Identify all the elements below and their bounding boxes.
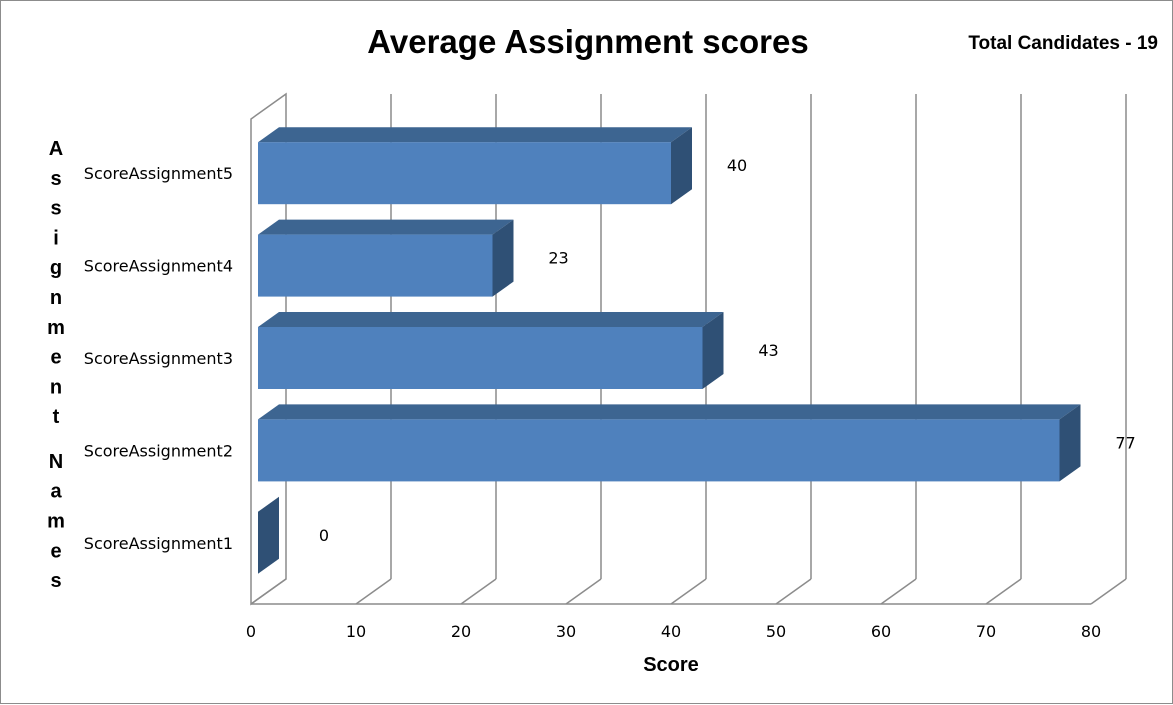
data-label: 77 [1115, 433, 1135, 452]
category-label: ScoreAssignment4 [84, 257, 233, 276]
bar-top [258, 219, 514, 235]
bars-layer [258, 127, 1081, 574]
y-axis-title-letter: t [53, 406, 60, 428]
bar-front [258, 234, 493, 297]
floor-gridline [880, 578, 917, 605]
floor-gridline [565, 578, 602, 605]
bar-side [1059, 404, 1081, 482]
floor-gridline [460, 578, 497, 605]
bar [258, 127, 692, 205]
bar [258, 404, 1081, 482]
bar-side [492, 219, 514, 297]
data-label: 43 [758, 341, 778, 360]
y-axis-title-letter: m [47, 511, 65, 533]
y-axis-title-letter: g [50, 257, 62, 279]
x-tick-label: 10 [346, 622, 366, 641]
bar-top [258, 127, 692, 143]
x-tick-label: 50 [766, 622, 786, 641]
bar-side [258, 496, 279, 574]
floor-gridline [985, 578, 1022, 605]
x-axis-title: Score [643, 654, 699, 676]
y-axis-title-letter: e [50, 540, 61, 562]
category-label: ScoreAssignment3 [84, 349, 233, 368]
y-axis-title-letter: e [50, 347, 61, 369]
x-tick-label: 60 [871, 622, 891, 641]
data-label: 23 [548, 249, 568, 268]
category-label: ScoreAssignment2 [84, 441, 233, 460]
bar-front [258, 327, 703, 389]
bar-top [258, 312, 724, 327]
floor-gridline [355, 578, 392, 605]
y-axis-title-letter: s [50, 168, 61, 190]
floor-gridline [1090, 578, 1127, 605]
bar-front [258, 419, 1060, 482]
bar [258, 312, 724, 389]
y-axis-title-letter: i [53, 227, 59, 249]
x-tick-label: 20 [451, 622, 471, 641]
y-axis-title-letter: s [50, 570, 61, 592]
data-label: 0 [319, 526, 329, 545]
floor-gridline [250, 578, 287, 605]
floor-gridline [775, 578, 812, 605]
bar [258, 219, 514, 297]
x-tick-label: 0 [246, 622, 256, 641]
y-axis-title-letter: n [50, 287, 62, 309]
chart-subtitle: Total Candidates - 19 [968, 33, 1158, 54]
y-axis-title-letter: m [47, 317, 65, 339]
y-axis-title-letter: N [49, 451, 63, 473]
x-tick-label: 30 [556, 622, 576, 641]
bar-side [702, 312, 724, 389]
category-label: ScoreAssignment1 [84, 534, 233, 553]
bar-side [671, 127, 692, 205]
data-label: 40 [727, 156, 747, 175]
chart-title: Average Assignment scores [367, 23, 808, 60]
x-tick-label: 40 [661, 622, 681, 641]
bar-top [258, 404, 1081, 420]
x-tick-label: 70 [976, 622, 996, 641]
y-axis-title-letter: s [50, 198, 61, 220]
category-label: ScoreAssignment5 [84, 164, 233, 183]
y-axis-title-letter: a [50, 481, 62, 503]
bar [258, 496, 279, 574]
bar-front [258, 142, 671, 205]
y-axis-title-letter: n [50, 376, 62, 398]
floor-gridline [670, 578, 707, 605]
y-axis-title-letter: A [49, 138, 63, 160]
x-tick-label: 80 [1081, 622, 1101, 641]
labels-layer: 0 10 20 30 40 50 60 70 80 ScoreAssignment1 0 ScoreA… [84, 156, 1136, 641]
